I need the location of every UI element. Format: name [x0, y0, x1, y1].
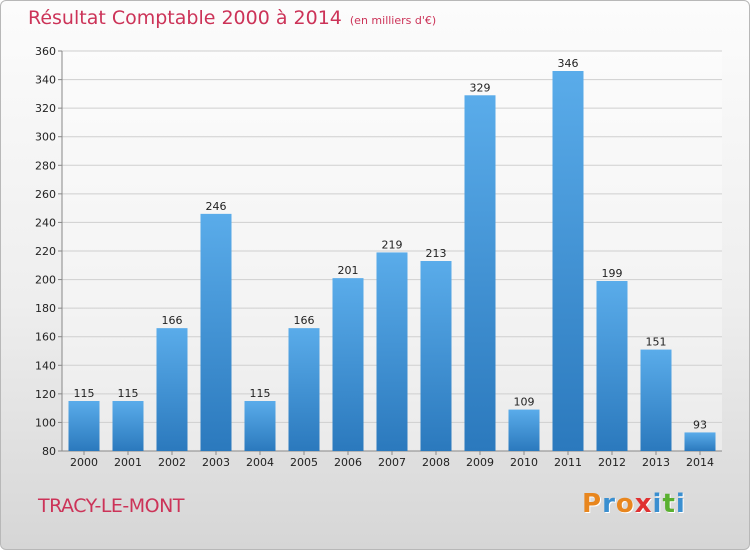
x-tick-label: 2010 — [510, 456, 538, 469]
y-tick-label: 280 — [35, 159, 56, 172]
bar — [200, 213, 232, 451]
bar-value-label: 213 — [426, 247, 447, 260]
bar — [596, 281, 628, 451]
y-tick-label: 160 — [35, 331, 56, 344]
bars — [68, 71, 716, 452]
bar-value-label: 166 — [294, 314, 315, 327]
y-tick-label: 120 — [35, 388, 56, 401]
logo-letter: x — [634, 489, 653, 519]
logo-letter: t — [662, 489, 676, 519]
bar — [508, 409, 540, 451]
bar — [112, 401, 144, 451]
logo-letter: i — [652, 489, 663, 519]
y-tick-label: 220 — [35, 245, 56, 258]
y-tick-label: 180 — [35, 302, 56, 315]
bar — [68, 401, 100, 451]
chart-subtitle: (en milliers d'€) — [349, 14, 437, 27]
x-tick-label: 2012 — [598, 456, 626, 469]
logo-letter: o — [615, 489, 635, 519]
bar-value-label: 115 — [118, 387, 139, 400]
bar-value-label: 93 — [693, 418, 707, 431]
bar-value-label: 219 — [382, 238, 403, 251]
x-tick-label: 2006 — [334, 456, 362, 469]
bar-value-label: 246 — [206, 200, 227, 213]
proxiti-logo: Proxiti — [582, 489, 686, 519]
commune-name: TRACY-LE-MONT — [38, 495, 184, 517]
bar-value-label: 329 — [470, 81, 491, 94]
y-tick-label: 260 — [35, 188, 56, 201]
bar — [288, 328, 320, 451]
x-tick-label: 2001 — [114, 456, 142, 469]
logo-letter: P — [582, 489, 603, 519]
bar — [244, 401, 276, 451]
bar-value-label: 346 — [558, 57, 579, 70]
logo-letter: r — [602, 489, 616, 519]
bar-value-label: 151 — [646, 336, 667, 349]
bar — [552, 71, 584, 451]
y-tick-label: 200 — [35, 274, 56, 287]
bar-value-label: 109 — [514, 396, 535, 409]
bar — [156, 328, 188, 451]
x-tick-label: 2003 — [202, 456, 230, 469]
y-tick-label: 300 — [35, 131, 56, 144]
x-tick-label: 2008 — [422, 456, 450, 469]
chart-title-text: Résultat Comptable 2000 à 2014 — [28, 7, 342, 29]
bar — [376, 252, 408, 451]
bar-value-label: 201 — [338, 264, 359, 277]
bar — [640, 349, 672, 451]
x-tick-label: 2000 — [70, 456, 98, 469]
y-tick-label: 100 — [35, 416, 56, 429]
bar — [332, 278, 364, 451]
bar-value-label: 166 — [162, 314, 183, 327]
bar-value-label: 115 — [250, 387, 271, 400]
y-tick-label: 340 — [35, 74, 56, 87]
logo-letter: i — [675, 489, 686, 519]
labels: 80 100 120 140 160 180 200 220 240 260 280 300 320 34… — [35, 45, 714, 469]
x-tick-label: 2005 — [290, 456, 318, 469]
x-tick-label: 2002 — [158, 456, 186, 469]
y-tick-label: 80 — [42, 445, 56, 458]
bar-value-label: 199 — [602, 267, 623, 280]
bar-value-label: 115 — [74, 387, 95, 400]
x-tick-label: 2007 — [378, 456, 406, 469]
y-tick-label: 320 — [35, 102, 56, 115]
x-tick-label: 2004 — [246, 456, 274, 469]
bar — [420, 261, 452, 451]
y-tick-label: 140 — [35, 359, 56, 372]
x-tick-label: 2009 — [466, 456, 494, 469]
chart-title: Résultat Comptable 2000 à 2014 (en millie… — [28, 7, 436, 29]
bar — [684, 432, 716, 451]
y-tick-label: 240 — [35, 216, 56, 229]
x-tick-label: 2014 — [686, 456, 714, 469]
x-tick-label: 2013 — [642, 456, 670, 469]
bar — [464, 95, 496, 452]
y-tick-label: 360 — [35, 45, 56, 58]
x-tick-label: 2011 — [554, 456, 582, 469]
